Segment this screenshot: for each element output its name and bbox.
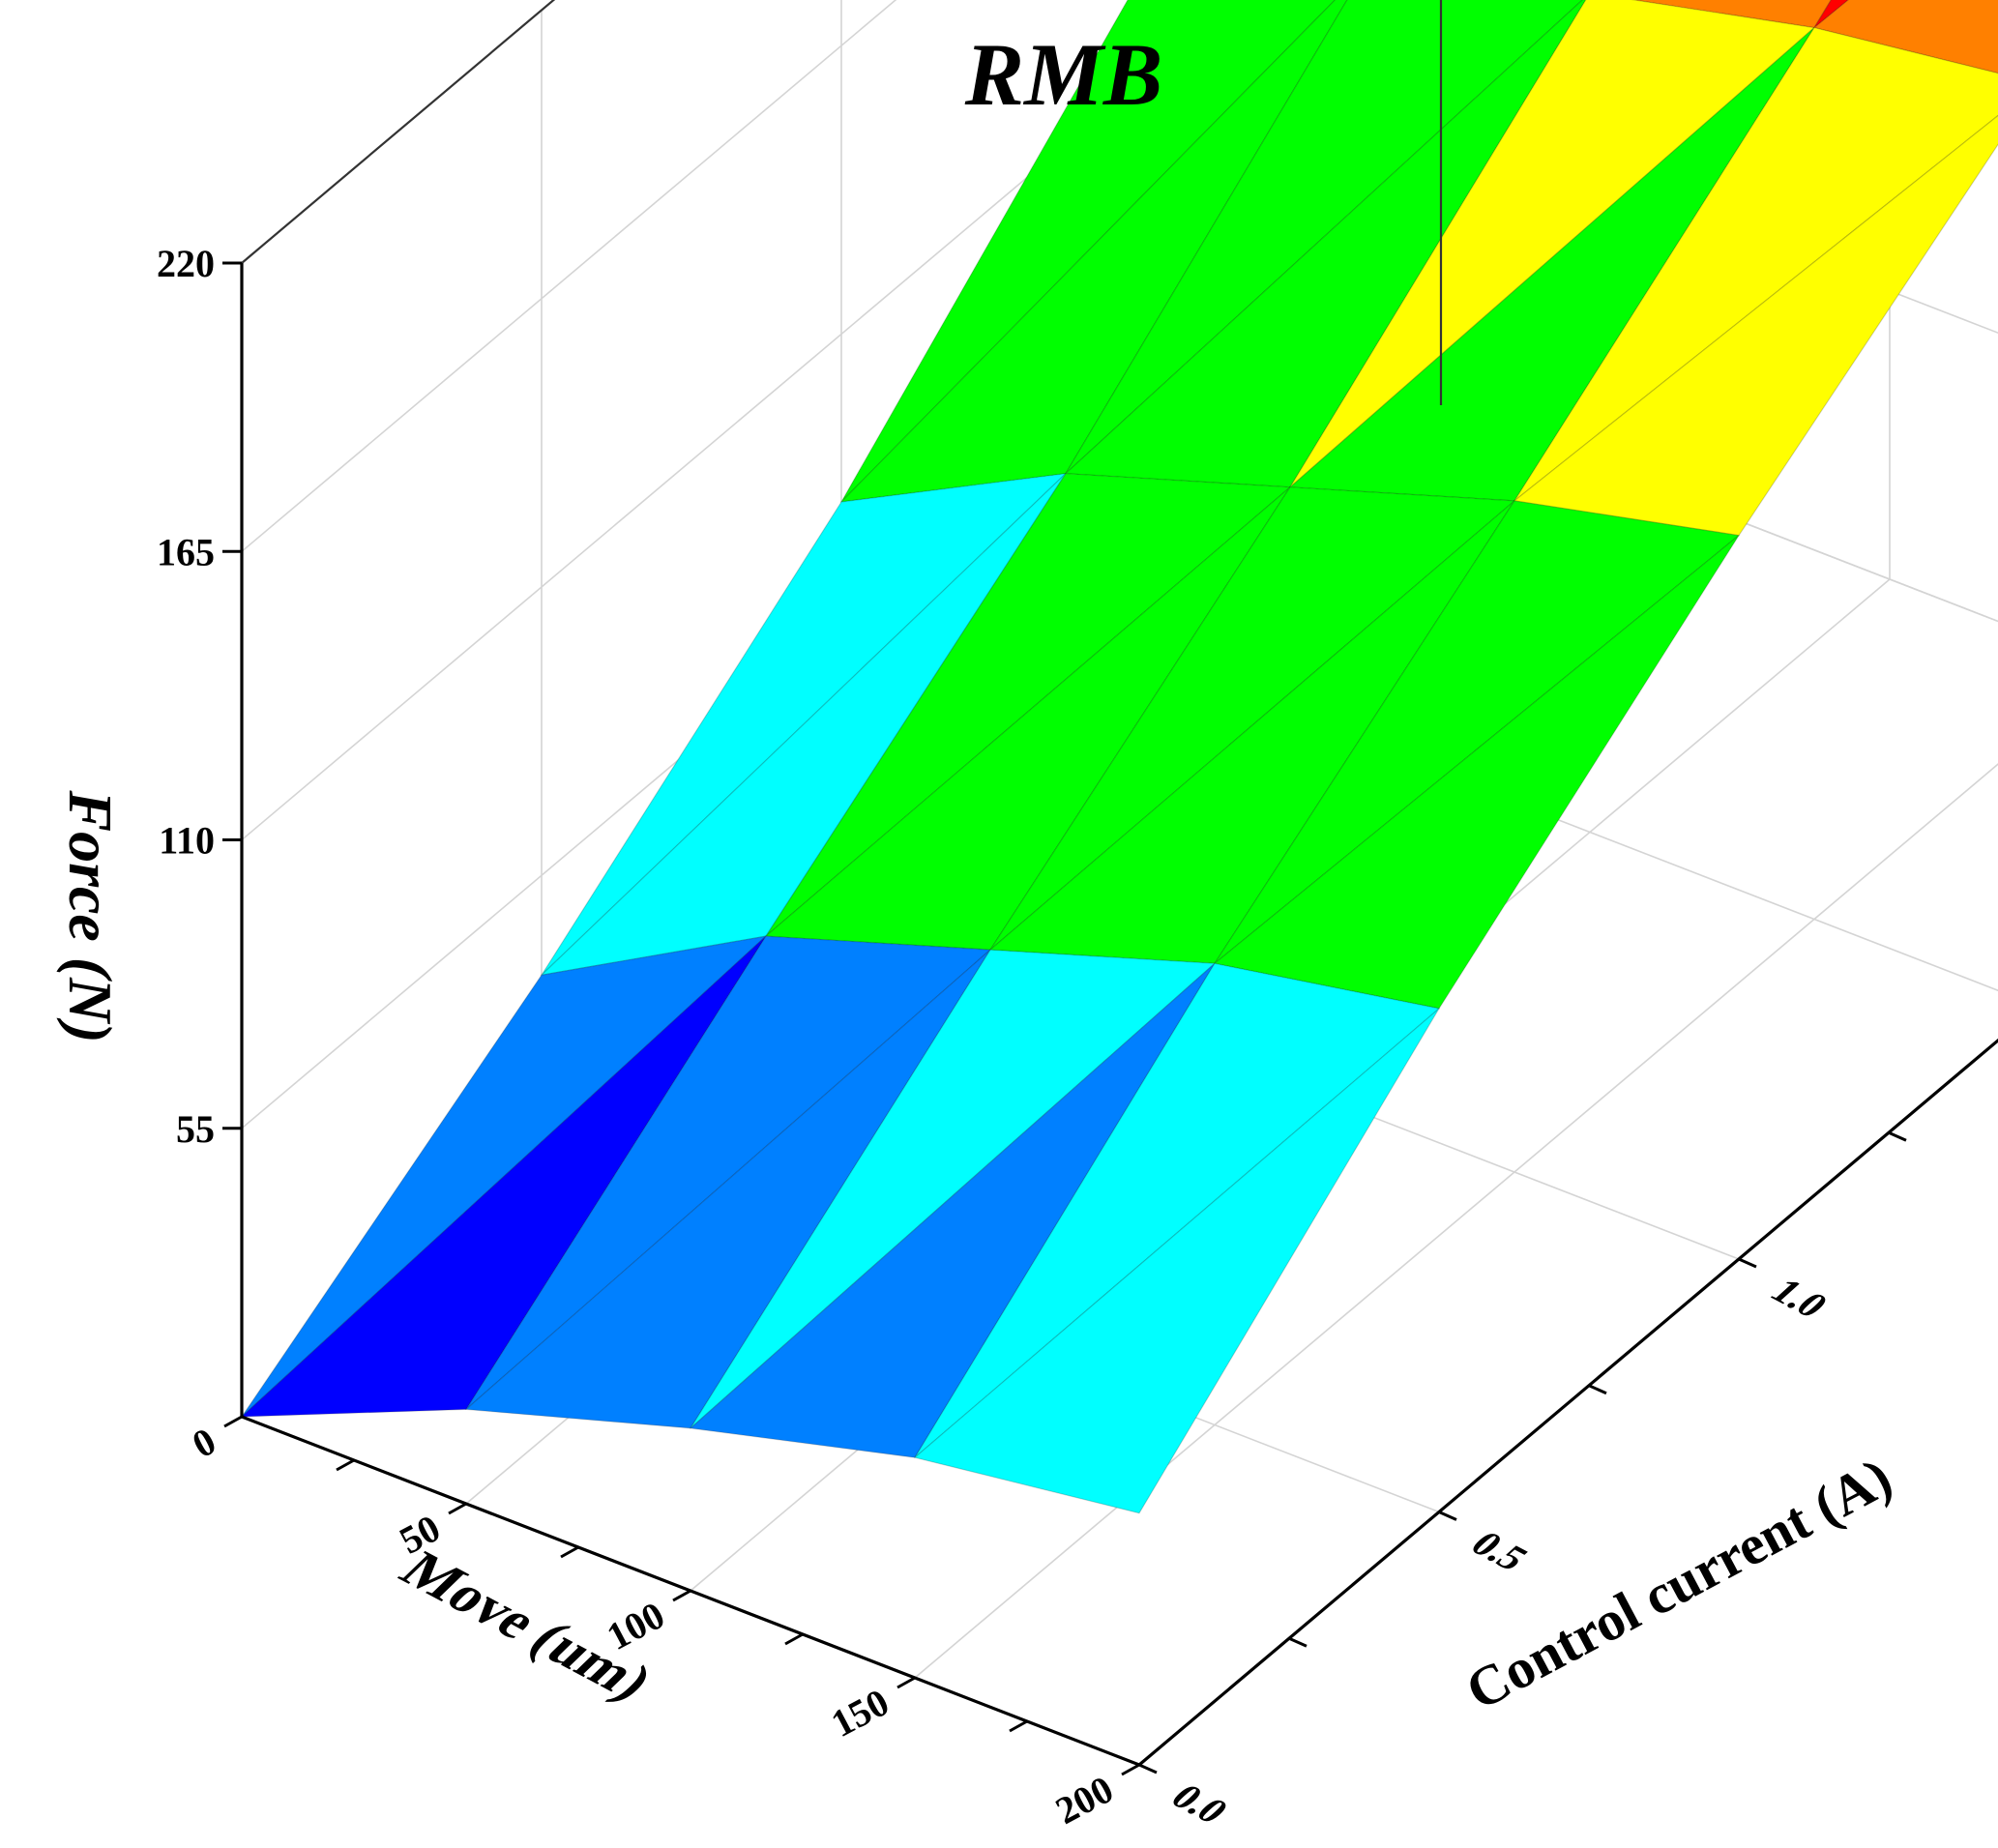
y-tick-mark-0 xyxy=(1138,1763,1158,1775)
gridline-8 xyxy=(241,0,897,552)
y-tick-mark-4 xyxy=(1738,1257,1757,1269)
y-tick-label-2: 1.0 xyxy=(1761,1271,1837,1324)
z-tick-label-0: 55 xyxy=(176,1107,215,1151)
y-axis-label: Control current (A) xyxy=(1455,1446,1901,1722)
surface-facet-13 xyxy=(765,473,1292,937)
x-tick-mark-7 xyxy=(1009,1719,1028,1733)
z-tick-label-2: 165 xyxy=(157,530,215,573)
surface-facet-31 xyxy=(913,1008,1440,1514)
y-tick-label-1: 0.5 xyxy=(1461,1524,1538,1577)
y-tick-mark-1 xyxy=(1288,1636,1308,1648)
z-axis-label: Force (N) xyxy=(56,789,125,1042)
surface-facet-26 xyxy=(690,949,1217,1429)
x-tick-mark-5 xyxy=(784,1632,804,1646)
surface-plot xyxy=(240,0,1998,1514)
z-tick-label-3: 220 xyxy=(157,242,215,285)
x-tick-mark-6 xyxy=(896,1676,916,1689)
y-tick-mark-3 xyxy=(1588,1384,1607,1395)
x-tick-mark-3 xyxy=(560,1545,579,1559)
z-tick-label-1: 110 xyxy=(159,819,215,863)
x-tick-label-3: 150 xyxy=(824,1680,896,1745)
gridline-7 xyxy=(241,0,1239,841)
x-tick-mark-1 xyxy=(336,1458,355,1472)
chart-title: RMB xyxy=(964,25,1163,124)
x-tick-label-0: 0 xyxy=(185,1419,222,1466)
x-tick-mark-8 xyxy=(1121,1763,1140,1776)
x-tick-mark-2 xyxy=(448,1502,467,1515)
surface-facet-29 xyxy=(1213,535,1740,1010)
x-tick-mark-0 xyxy=(223,1415,243,1428)
y-tick-mark-2 xyxy=(1438,1511,1457,1521)
x-tick-mark-4 xyxy=(672,1589,691,1602)
axes xyxy=(222,0,1998,1776)
frame-edge-1 xyxy=(241,0,556,264)
y-tick-mark-5 xyxy=(1888,1130,1907,1142)
x-tick-label-4: 200 xyxy=(1048,1767,1120,1833)
surface-facet-22 xyxy=(1513,26,1998,502)
y-tick-label-0: 0.0 xyxy=(1161,1776,1238,1830)
